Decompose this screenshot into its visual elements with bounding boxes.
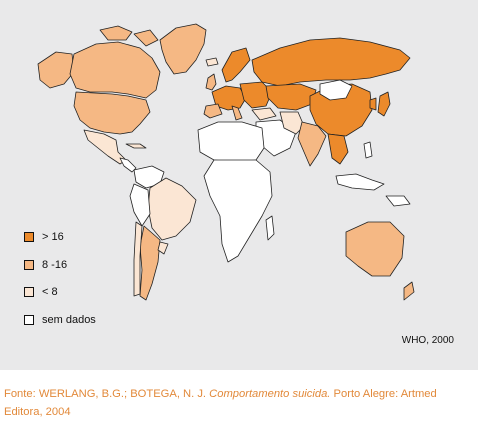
caption: Fonte: WERLANG, B.G.; BOTEGA, N. J. Comp…	[4, 385, 474, 421]
region-usa	[73, 91, 151, 135]
region-mexico	[83, 129, 127, 165]
map-panel: > 16 8 -16 < 8 sem dados WHO, 2000	[0, 0, 478, 370]
legend-item-high: > 16	[24, 229, 64, 245]
world-map	[37, 23, 415, 301]
legend-label-high: > 16	[42, 231, 64, 243]
region-uk	[205, 73, 217, 91]
region-peru-bolivia	[129, 183, 151, 227]
legend-label-low: < 8	[42, 286, 58, 298]
region-southeast-asia	[327, 133, 349, 165]
region-philippines	[363, 141, 373, 159]
region-new-zealand	[403, 281, 415, 301]
legend-label-medium: 8 -16	[42, 259, 68, 271]
region-greenland	[159, 23, 207, 75]
region-indonesia	[335, 173, 385, 191]
region-korea	[369, 97, 377, 111]
region-chile	[133, 221, 143, 297]
region-argentina	[139, 225, 161, 301]
region-japan	[377, 91, 391, 117]
caption-suffix: Porto Alegre: Artmed Editora, 2004	[4, 388, 437, 418]
legend-label-no-data: sem dados	[42, 314, 96, 326]
region-africa-north	[197, 121, 265, 163]
legend-swatch-high	[24, 232, 34, 242]
region-italy	[231, 105, 243, 121]
region-cuba	[125, 143, 147, 149]
region-brazil	[147, 177, 197, 241]
region-iberia	[203, 103, 223, 119]
legend-swatch-no-data	[24, 315, 34, 325]
region-madagascar	[265, 215, 275, 241]
region-papua	[385, 195, 411, 207]
region-turkey	[251, 107, 277, 121]
region-canada-islands	[99, 25, 133, 41]
region-alaska	[37, 51, 75, 89]
region-india	[297, 121, 327, 167]
region-africa-central	[203, 159, 273, 263]
region-central-america	[119, 157, 137, 173]
legend-item-low: < 8	[24, 284, 58, 300]
caption-title: Comportamento suicida.	[209, 388, 331, 400]
region-iceland	[205, 57, 219, 67]
legend-swatch-medium	[24, 260, 34, 270]
region-scandinavia	[221, 47, 251, 83]
region-australia	[345, 221, 405, 277]
legend-item-no-data: sem dados	[24, 312, 96, 328]
region-russia	[251, 37, 411, 87]
source-credit: WHO, 2000	[401, 335, 454, 346]
region-central-asia	[265, 83, 317, 111]
region-uruguay	[157, 241, 169, 255]
caption-prefix: Fonte: WERLANG, B.G.; BOTEGA, N. J.	[4, 388, 210, 400]
legend-item-medium: 8 -16	[24, 257, 67, 273]
region-canada	[69, 41, 161, 99]
region-mongolia	[319, 79, 353, 101]
legend-swatch-low	[24, 287, 34, 297]
region-canada-islands-2	[133, 29, 159, 47]
